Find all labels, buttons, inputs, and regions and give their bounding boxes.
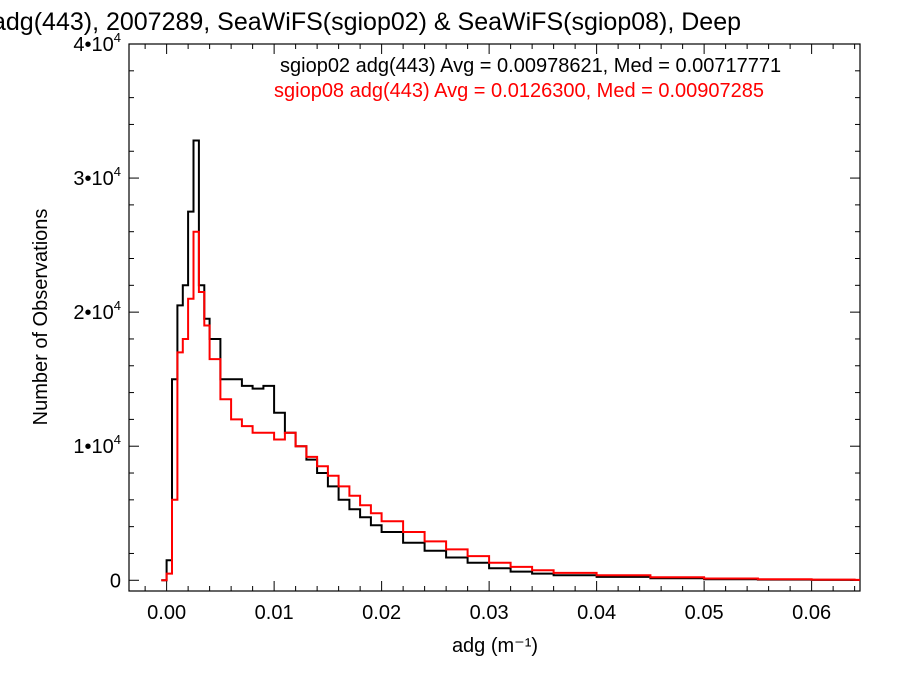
y-axis-label: Number of Observations (30, 209, 52, 426)
x-axis: 0.00 0.01 0.02 0.03 0.04 0.05 0.06 (144, 44, 856, 624)
x-tick-label: 0.02 (362, 602, 401, 624)
x-tick-label: 0.00 (147, 602, 186, 624)
legend: sgiop02 adg(443) Avg = 0.00978621, Med =… (274, 55, 781, 102)
y-tick-label: 2•104 (73, 298, 121, 324)
legend-entry-sgiop08: sgiop08 adg(443) Avg = 0.0126300, Med = … (274, 80, 764, 102)
plot-area (128, 43, 861, 592)
chart-title: adg(443), 2007289, SeaWiFS(sgiop02) & Se… (0, 8, 741, 36)
x-axis-label: adg (m⁻¹) (452, 635, 538, 657)
legend-entry-sgiop02: sgiop02 adg(443) Avg = 0.00978621, Med =… (280, 55, 781, 77)
plot-frame (128, 43, 861, 592)
y-tick-label: 1•104 (73, 432, 121, 458)
series-line-sgiop02 (161, 139, 860, 582)
x-tick-label: 0.06 (792, 602, 831, 624)
x-tick-label: 0.05 (685, 602, 724, 624)
series-line-sgiop08 (161, 230, 860, 582)
x-tick-label: 0.01 (255, 602, 294, 624)
y-tick-label: 4•104 (73, 30, 121, 56)
x-tick-label: 0.03 (470, 602, 509, 624)
y-tick-label: 3•104 (73, 164, 121, 190)
y-tick-label: 0 (110, 570, 121, 592)
y-axis: 0 1•104 2•104 3•104 4•104 (73, 30, 860, 592)
x-tick-label: 0.04 (577, 602, 616, 624)
series-layer (161, 139, 860, 582)
